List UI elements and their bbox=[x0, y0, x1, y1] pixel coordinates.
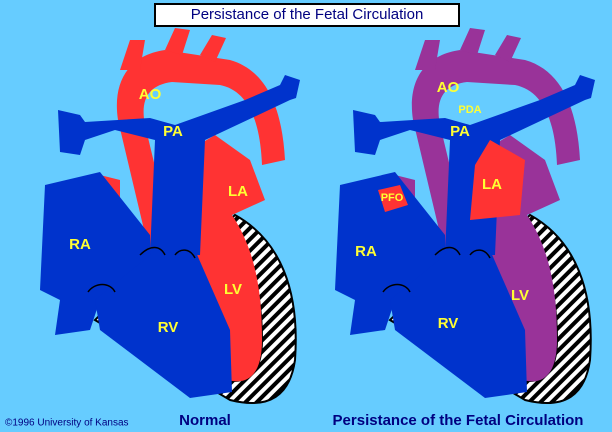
copyright: ©1996 University of Kansas bbox=[5, 418, 129, 429]
chamber-label: AO bbox=[437, 79, 460, 96]
chamber-label: PA bbox=[450, 123, 470, 140]
chamber-label: AO bbox=[139, 86, 162, 103]
chamber-label: PDA bbox=[458, 104, 481, 116]
chamber-label: RA bbox=[69, 236, 91, 253]
chamber-label: PFO bbox=[381, 192, 404, 204]
chamber-label: RA bbox=[355, 243, 377, 260]
pfc-heart bbox=[334, 27, 596, 405]
chamber-label: LA bbox=[482, 176, 502, 193]
chamber-label: LV bbox=[224, 281, 242, 298]
title: Persistance of the Fetal Circulation bbox=[191, 6, 424, 23]
panel-caption: Normal bbox=[179, 412, 231, 429]
chamber-label: RV bbox=[158, 319, 179, 336]
panel-caption: Persistance of the Fetal Circulation bbox=[333, 412, 584, 429]
chamber-label: PA bbox=[163, 123, 183, 140]
pfo-shunt bbox=[378, 185, 408, 212]
chamber-label: RV bbox=[438, 315, 459, 332]
normal-heart bbox=[39, 27, 301, 405]
chamber-label: LV bbox=[511, 287, 529, 304]
la-red bbox=[470, 140, 525, 220]
chamber-label: LA bbox=[228, 183, 248, 200]
title-box bbox=[154, 3, 460, 27]
